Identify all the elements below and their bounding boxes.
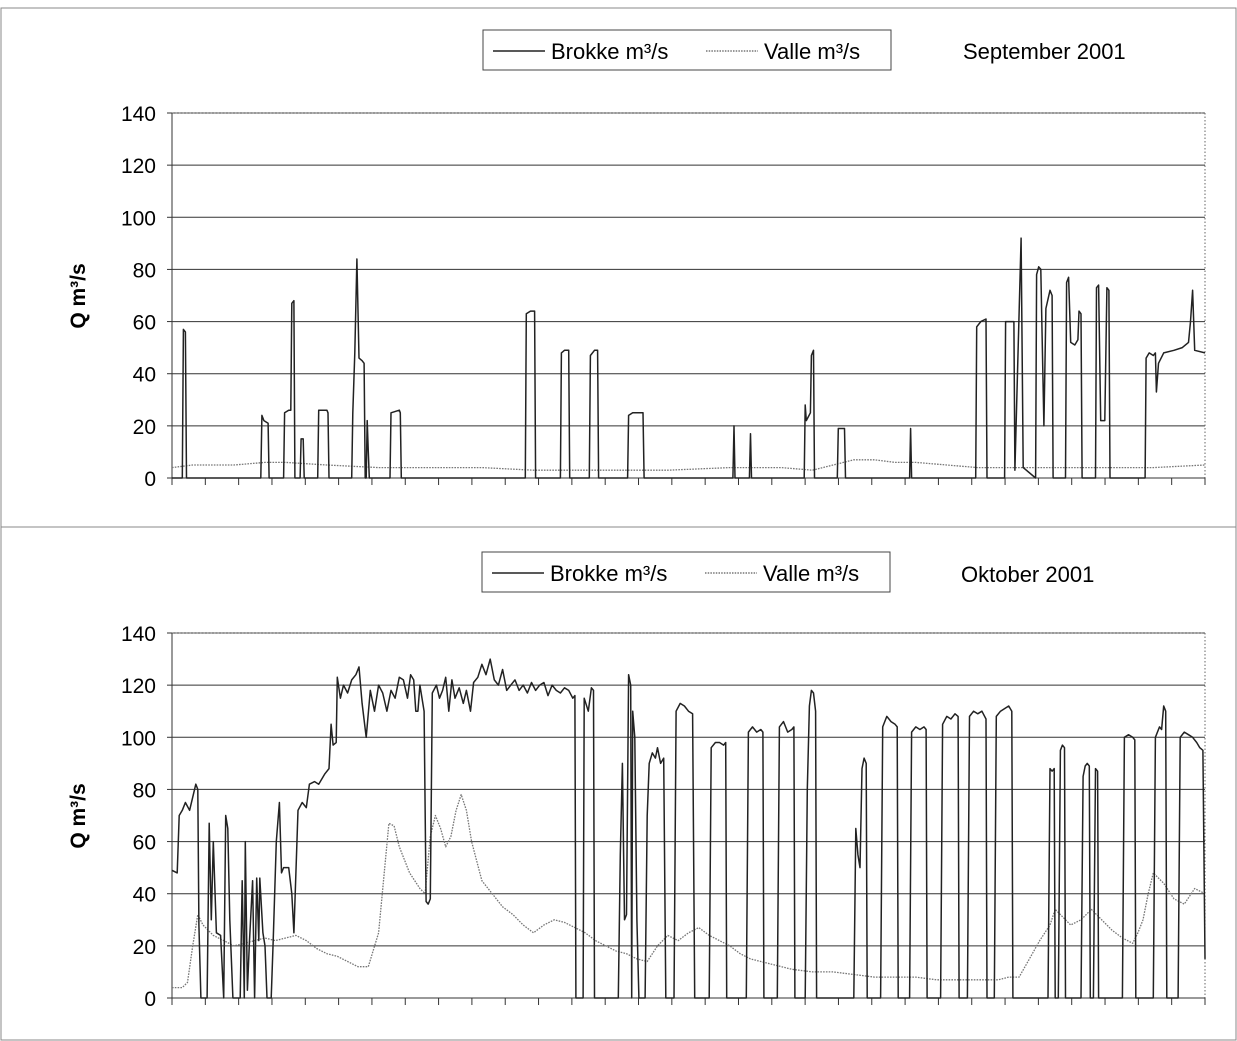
y-tick-label: 80	[133, 779, 156, 802]
y-tick-label: 20	[133, 416, 156, 439]
chart-title-september: September 2001	[963, 39, 1126, 64]
y-tick-label: 0	[144, 988, 156, 1011]
outer-frame	[0, 7, 1237, 1041]
plot-area-september: 0 20 40 60 80 100 120 140	[121, 103, 1206, 491]
y-tick-label: 140	[121, 623, 156, 646]
legend-label-brokke: Brokke m³/s	[551, 39, 668, 64]
y-tick-label: 40	[133, 884, 156, 907]
legend-box	[481, 551, 891, 593]
plot-area-oktober: 0 20 40 60 80 100 120 140	[121, 623, 1206, 1011]
y-tick-label: 0	[144, 468, 156, 491]
series-line-brokke	[171, 658, 1206, 999]
y-tick-label: 140	[121, 103, 156, 126]
series-line-valle	[172, 793, 1206, 989]
y-tick-label: 120	[121, 155, 156, 178]
legend-label-valle: Valle m³/s	[764, 39, 860, 64]
legend-oktober: Brokke m³/s Valle m³/s	[481, 551, 891, 593]
chart-title-oktober: Oktober 2001	[961, 562, 1094, 587]
y-axis-label-september: Q m³/s	[67, 263, 90, 328]
legend-label-brokke: Brokke m³/s	[550, 561, 667, 586]
y-tick-label: 100	[121, 727, 156, 750]
legend-label-valle: Valle m³/s	[763, 561, 859, 586]
y-tick-label: 60	[133, 312, 156, 335]
y-tick-label: 60	[133, 832, 156, 855]
legend-september: Brokke m³/s Valle m³/s	[482, 29, 892, 71]
y-tick-label: 80	[133, 259, 156, 282]
chart-oktober: Brokke m³/s Valle m³/s Oktober 2001 Q m³…	[67, 551, 1206, 1011]
legend-box	[482, 29, 892, 71]
y-tick-label: 120	[121, 675, 156, 698]
y-tick-label: 100	[121, 207, 156, 230]
series-line-valle	[171, 459, 1206, 471]
y-axis-label-oktober: Q m³/s	[67, 783, 90, 848]
y-tick-label: 40	[133, 364, 156, 387]
chart-september: Brokke m³/s Valle m³/s September 2001 Q …	[67, 29, 1206, 491]
y-tick-label: 20	[133, 936, 156, 959]
series-line-brokke	[172, 237, 1206, 479]
